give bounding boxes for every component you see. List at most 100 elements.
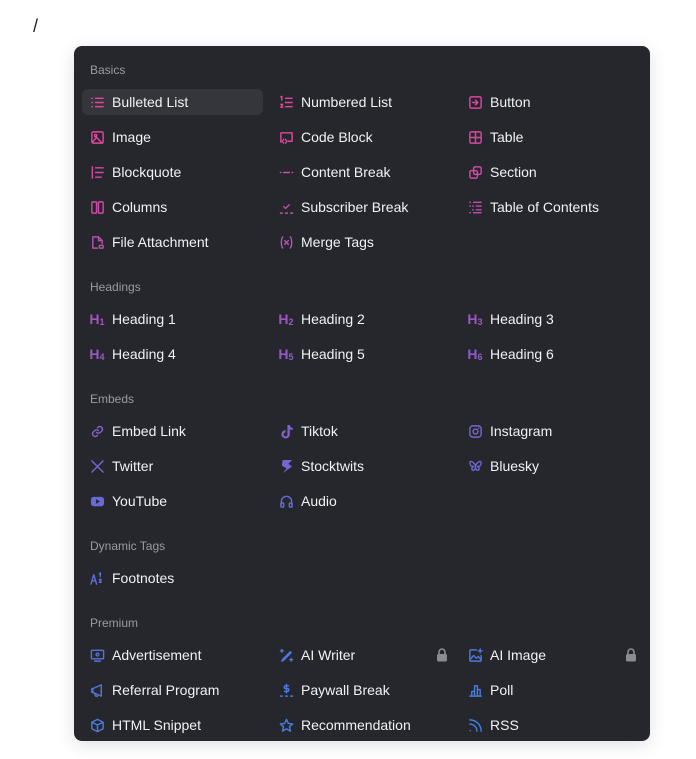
menu-item-heading-4[interactable]: H 4 Heading 4 bbox=[82, 341, 263, 367]
table-icon bbox=[467, 129, 483, 145]
menu-item-label: YouTube bbox=[112, 493, 168, 509]
advertisement-icon bbox=[89, 647, 105, 663]
footnotes-icon bbox=[89, 570, 105, 586]
menu-item-label: Bluesky bbox=[490, 458, 540, 474]
menu-item-button[interactable]: Button bbox=[460, 89, 641, 115]
menu-item-label: Audio bbox=[301, 493, 337, 509]
menu-item-tiktok[interactable]: Tiktok bbox=[271, 418, 452, 444]
stocktwits-icon bbox=[278, 458, 294, 474]
menu-item-columns[interactable]: Columns bbox=[82, 194, 263, 220]
menu-item-ai-writer[interactable]: AI Writer bbox=[271, 642, 452, 668]
menu-item-label: Image bbox=[112, 129, 151, 145]
menu-item-heading-2[interactable]: H 2 Heading 2 bbox=[271, 306, 452, 332]
menu-item-label: Heading 4 bbox=[112, 346, 176, 362]
megaphone-icon bbox=[89, 682, 105, 698]
cube-icon bbox=[89, 717, 105, 733]
image-icon bbox=[89, 129, 105, 145]
file-attachment-icon bbox=[89, 234, 105, 250]
menu-item-label: Embed Link bbox=[112, 423, 186, 439]
menu-item-numbered-list[interactable]: Numbered List bbox=[271, 89, 452, 115]
menu-item-label: Twitter bbox=[112, 458, 154, 474]
menu-item-bluesky[interactable]: Bluesky bbox=[460, 453, 641, 479]
menu-item-embed-link[interactable]: Embed Link bbox=[82, 418, 263, 444]
menu-item-subscriber-break[interactable]: Subscriber Break bbox=[271, 194, 452, 220]
menu-item-label: RSS bbox=[490, 717, 519, 733]
menu-item-youtube[interactable]: YouTube bbox=[82, 488, 263, 514]
menu-item-label: Instagram bbox=[490, 423, 553, 439]
menu-item-recommendation[interactable]: Recommendation bbox=[271, 712, 452, 738]
menu-item-label: Heading 2 bbox=[301, 311, 365, 327]
button-icon bbox=[467, 94, 483, 110]
menu-item-paywall-break[interactable]: Paywall Break bbox=[271, 677, 452, 703]
menu-item-table[interactable]: Table bbox=[460, 124, 641, 150]
menu-item-table-of-contents[interactable]: Table of Contents bbox=[460, 194, 641, 220]
menu-item-heading-3[interactable]: H 3 Heading 3 bbox=[460, 306, 641, 332]
lock-icon bbox=[436, 648, 448, 662]
text-cursor: / bbox=[33, 16, 39, 36]
menu-item-label: Footnotes bbox=[112, 570, 175, 586]
menu-item-twitter[interactable]: Twitter bbox=[82, 453, 263, 479]
section-label: Basics bbox=[90, 63, 126, 77]
paywall-break-icon bbox=[278, 682, 294, 698]
menu-item-label: HTML Snippet bbox=[112, 717, 201, 733]
menu-item-label: Heading 6 bbox=[490, 346, 554, 362]
menu-item-heading-6[interactable]: H 6 Heading 6 bbox=[460, 341, 641, 367]
menu-item-label: Blockquote bbox=[112, 164, 182, 180]
table-of-contents-icon bbox=[467, 199, 483, 215]
lock-icon bbox=[625, 648, 637, 662]
content-break-icon bbox=[278, 164, 294, 180]
menu-item-footnotes[interactable]: Footnotes bbox=[82, 565, 263, 591]
star-icon bbox=[278, 717, 294, 733]
menu-item-label: Paywall Break bbox=[301, 682, 390, 698]
ai-image-icon bbox=[467, 647, 483, 663]
menu-item-rss[interactable]: RSS bbox=[460, 712, 641, 738]
menu-item-poll[interactable]: Poll bbox=[460, 677, 641, 703]
menu-item-stocktwits[interactable]: Stocktwits bbox=[271, 453, 452, 479]
menu-item-label: Button bbox=[490, 94, 531, 110]
menu-item-image[interactable]: Image bbox=[82, 124, 263, 150]
menu-item-advertisement[interactable]: Advertisement bbox=[82, 642, 263, 668]
section-label: Premium bbox=[90, 616, 139, 630]
merge-tags-icon bbox=[278, 234, 294, 250]
bluesky-icon bbox=[467, 458, 483, 474]
menu-item-label: Recommendation bbox=[301, 717, 411, 733]
menu-item-label: Heading 1 bbox=[112, 311, 176, 327]
menu-item-html-snippet[interactable]: HTML Snippet bbox=[82, 712, 263, 738]
menu-item-heading-5[interactable]: H 5 Heading 5 bbox=[271, 341, 452, 367]
section-label: Embeds bbox=[90, 392, 135, 406]
menu-item-label: Poll bbox=[490, 682, 514, 698]
menu-item-content-break[interactable]: Content Break bbox=[271, 159, 452, 185]
rss-icon bbox=[467, 717, 483, 733]
youtube-icon bbox=[89, 493, 105, 509]
menu-item-instagram[interactable]: Instagram bbox=[460, 418, 641, 444]
blockquote-icon bbox=[89, 164, 105, 180]
headphones-icon bbox=[278, 493, 294, 509]
poll-icon bbox=[467, 682, 483, 698]
menu-item-label: Advertisement bbox=[112, 647, 202, 663]
columns-icon bbox=[89, 199, 105, 215]
menu-item-label: Heading 5 bbox=[301, 346, 365, 362]
menu-item-section[interactable]: Section bbox=[460, 159, 641, 185]
menu-item-label: AI Image bbox=[490, 647, 547, 663]
menu-item-merge-tags[interactable]: Merge Tags bbox=[271, 229, 452, 255]
bulleted-list-icon bbox=[89, 94, 105, 110]
menu-item-file-attachment[interactable]: File Attachment bbox=[82, 229, 263, 255]
subscriber-break-icon bbox=[278, 199, 294, 215]
menu-item-heading-1[interactable]: H 1 Heading 1 bbox=[82, 306, 263, 332]
menu-item-label: File Attachment bbox=[112, 234, 209, 250]
menu-item-label: Columns bbox=[112, 199, 168, 215]
menu-item-bulleted-list[interactable]: Bulleted List bbox=[82, 89, 263, 115]
menu-item-label: Content Break bbox=[301, 164, 391, 180]
section-icon bbox=[467, 164, 483, 180]
menu-item-ai-image[interactable]: AI Image bbox=[460, 642, 641, 668]
menu-item-blockquote[interactable]: Blockquote bbox=[82, 159, 263, 185]
menu-item-referral-program[interactable]: Referral Program bbox=[82, 677, 263, 703]
menu-item-label: Section bbox=[490, 164, 537, 180]
menu-item-code-block[interactable]: Code Block bbox=[271, 124, 452, 150]
code-block-icon bbox=[278, 129, 294, 145]
menu-item-label: Tiktok bbox=[301, 423, 338, 439]
menu-item-audio[interactable]: Audio bbox=[271, 488, 452, 514]
